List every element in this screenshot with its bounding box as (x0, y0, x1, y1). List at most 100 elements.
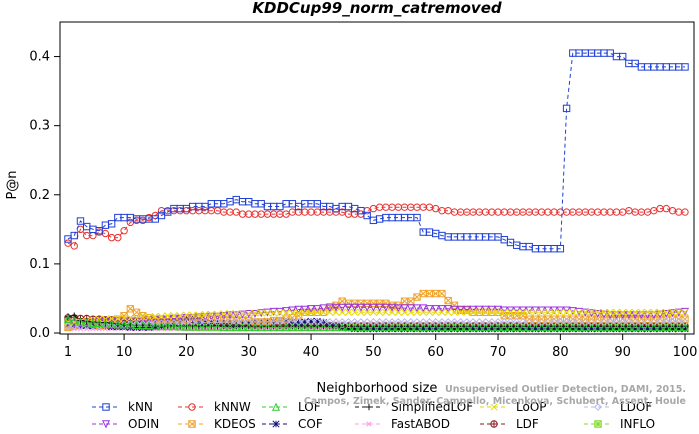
data-point (70, 322, 79, 330)
data-point (250, 323, 259, 332)
data-point (238, 323, 247, 332)
y-tick-label: 0.0 (29, 326, 50, 341)
data-point (431, 323, 440, 332)
data-point (164, 312, 172, 320)
data-point (338, 303, 347, 312)
data-point (294, 305, 303, 314)
series-knn (64, 49, 689, 253)
data-point (525, 323, 534, 332)
data-point (331, 323, 340, 332)
data-point (413, 323, 422, 332)
data-point (344, 303, 353, 312)
data-point (365, 421, 373, 427)
data-point (132, 321, 141, 330)
legend-item-ldf: LDF (480, 417, 539, 431)
legend: kNN kNNW LOF SimplifiedLOF LoOP LDOF ODIN KDEOS… (92, 400, 655, 431)
legend-label: COF (298, 417, 323, 431)
data-point (662, 204, 671, 213)
data-point (107, 319, 116, 328)
data-point (490, 420, 498, 428)
data-point (145, 313, 153, 321)
y-tick-label: 0.2 (29, 188, 50, 203)
data-point (126, 314, 134, 322)
data-point (272, 420, 280, 428)
data-point (668, 323, 677, 332)
data-point (214, 310, 222, 318)
data-point (500, 323, 509, 332)
data-point (288, 323, 297, 332)
data-point (201, 310, 209, 318)
series-line-knnw (67, 206, 685, 247)
data-point (163, 321, 172, 330)
data-point (680, 307, 690, 316)
x-tick-label: 10 (116, 345, 133, 360)
legend-label: LoOP (516, 400, 547, 414)
data-point (469, 323, 478, 332)
data-point (581, 308, 589, 316)
data-point (226, 310, 234, 318)
data-point (637, 308, 645, 316)
legend-item-odin: ODIN (92, 417, 159, 431)
data-point (107, 233, 116, 242)
series-layer (63, 49, 690, 333)
data-point (544, 308, 552, 316)
data-point (157, 321, 166, 330)
data-point (207, 322, 216, 331)
data-point (232, 208, 240, 216)
data-point (375, 303, 384, 312)
data-point (406, 304, 415, 313)
data-point (275, 323, 284, 332)
data-point (437, 305, 446, 314)
data-point (282, 200, 290, 208)
data-point (469, 308, 477, 316)
data-point (120, 314, 128, 322)
legend-item-simplifiedlof: SimplifiedLOF (355, 400, 473, 414)
data-point (350, 303, 359, 312)
data-point (307, 323, 316, 332)
data-point (301, 318, 309, 326)
data-point (537, 323, 546, 332)
data-point (563, 308, 571, 316)
data-point (644, 308, 652, 316)
x-tick-label: 70 (490, 345, 507, 360)
x-tick-label: 80 (552, 345, 569, 360)
data-point (319, 304, 328, 313)
data-point (213, 322, 222, 331)
data-point (101, 420, 111, 429)
legend-label: LDOF (620, 400, 652, 414)
data-point (238, 310, 247, 318)
data-point (376, 308, 384, 316)
data-point (438, 308, 446, 316)
data-point (282, 309, 290, 317)
data-point (120, 320, 129, 329)
data-point (263, 323, 272, 332)
data-point (319, 319, 328, 327)
data-point (619, 308, 627, 316)
data-point (338, 323, 347, 332)
data-point (431, 305, 440, 314)
legend-label: kNN (128, 400, 153, 414)
data-point (419, 323, 428, 332)
data-point (107, 220, 116, 228)
data-point (513, 308, 521, 316)
data-point (462, 305, 471, 314)
data-point (575, 308, 583, 316)
data-point (419, 289, 427, 298)
data-point (531, 308, 539, 316)
data-point (294, 323, 303, 332)
data-point (313, 305, 322, 314)
data-point (64, 239, 72, 247)
data-point (271, 402, 281, 411)
data-point (369, 308, 377, 316)
data-point (381, 303, 390, 312)
x-tick-label: 30 (240, 345, 257, 360)
legend-item-ldof: LDOF (584, 400, 652, 414)
x-tick-label: 60 (427, 345, 444, 360)
data-point (263, 308, 272, 317)
data-point (189, 311, 197, 319)
data-point (219, 323, 228, 332)
data-point (506, 308, 515, 316)
legend-item-knn: kNN (92, 400, 153, 414)
y-tick-label: 0.4 (29, 50, 50, 65)
data-point (475, 308, 483, 316)
